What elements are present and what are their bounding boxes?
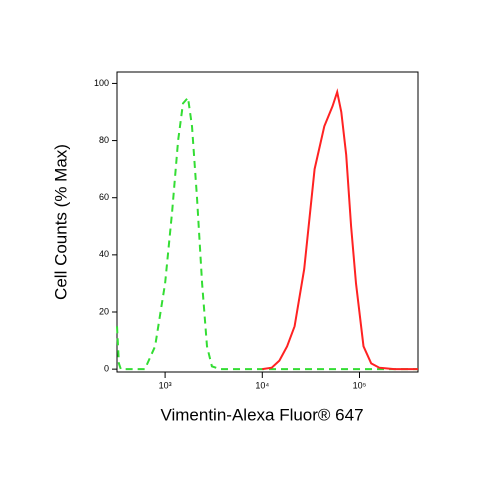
x-tick-label: 10⁵	[353, 380, 367, 390]
y-axis-label: Cell Counts (% Max)	[51, 144, 70, 300]
series-line	[262, 88, 418, 371]
plot-frame	[116, 71, 419, 373]
x-tick-label: 10⁴	[255, 380, 269, 390]
series-line	[116, 95, 418, 371]
y-tick-label: 60	[99, 192, 109, 202]
x-tick-label: 10³	[159, 380, 172, 390]
y-tick-label: 40	[99, 249, 109, 259]
y-tick-label: 0	[104, 364, 109, 374]
y-tick-label: 100	[94, 78, 109, 88]
y-tick-label: 80	[99, 135, 109, 145]
y-tick-label: 20	[99, 306, 109, 316]
x-axis-label: Vimentin-Alexa Fluor® 647	[160, 405, 363, 424]
